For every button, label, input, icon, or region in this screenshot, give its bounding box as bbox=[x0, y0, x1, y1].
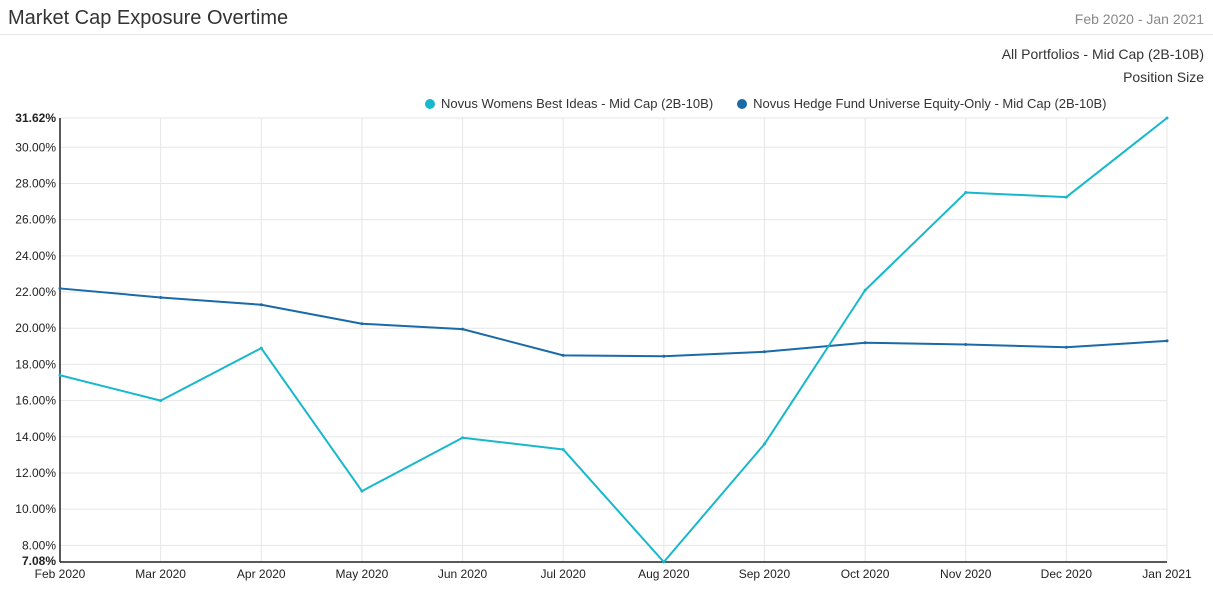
y-tick-label: 24.00% bbox=[15, 249, 56, 263]
data-point bbox=[58, 373, 62, 377]
x-tick-label: Sep 2020 bbox=[739, 567, 791, 581]
data-point bbox=[561, 353, 565, 357]
x-tick-label: Dec 2020 bbox=[1041, 567, 1093, 581]
x-tick-label: Apr 2020 bbox=[237, 567, 286, 581]
x-tick-label: Nov 2020 bbox=[940, 567, 992, 581]
y-tick-label: 20.00% bbox=[15, 321, 56, 335]
data-point bbox=[964, 191, 968, 195]
chart-title: Market Cap Exposure Overtime bbox=[8, 7, 289, 29]
data-point bbox=[259, 303, 263, 307]
x-tick-label: Jan 2021 bbox=[1142, 567, 1192, 581]
y-min-label: 7.08% bbox=[22, 554, 56, 568]
data-point bbox=[461, 436, 465, 440]
series-line-2 bbox=[59, 287, 1168, 358]
data-point bbox=[1165, 339, 1169, 343]
chart-header: Market Cap Exposure Overtime Feb 2020 - … bbox=[0, 0, 1213, 35]
y-tick-label: 16.00% bbox=[15, 394, 56, 408]
y-max-label: 31.62% bbox=[15, 111, 56, 125]
x-tick-label: Aug 2020 bbox=[638, 567, 690, 581]
y-tick-label: 8.00% bbox=[22, 538, 56, 552]
date-range[interactable]: Feb 2020 - Jan 2021 bbox=[1074, 11, 1204, 27]
metric-label: Position Size bbox=[1123, 69, 1204, 85]
data-point bbox=[561, 447, 565, 451]
data-point bbox=[662, 354, 666, 358]
data-point bbox=[360, 489, 364, 493]
data-point bbox=[964, 343, 968, 347]
data-point bbox=[159, 295, 163, 299]
data-point bbox=[662, 560, 666, 564]
y-tick-label: 12.00% bbox=[15, 466, 56, 480]
data-point bbox=[58, 286, 62, 290]
y-tick-label: 22.00% bbox=[15, 285, 56, 299]
data-point bbox=[863, 341, 867, 345]
data-point bbox=[360, 322, 364, 326]
y-tick-label: 18.00% bbox=[15, 357, 56, 371]
series-2 bbox=[58, 286, 1169, 358]
data-point bbox=[762, 442, 766, 446]
data-point bbox=[259, 346, 263, 350]
x-tick-label: May 2020 bbox=[336, 567, 389, 581]
data-point bbox=[1064, 345, 1068, 349]
data-point bbox=[159, 399, 163, 403]
y-tick-label: 26.00% bbox=[15, 213, 56, 227]
series-1 bbox=[58, 116, 1169, 564]
legend-item-series-1[interactable]: Novus Womens Best Ideas - Mid Cap (2B-10… bbox=[425, 96, 713, 111]
data-point bbox=[863, 288, 867, 292]
y-tick-label: 14.00% bbox=[15, 430, 56, 444]
legend-dot-series-1 bbox=[425, 98, 435, 109]
data-point bbox=[1064, 195, 1068, 199]
portfolio-subtitle: All Portfolios - Mid Cap (2B-10B) bbox=[1001, 46, 1204, 62]
data-point bbox=[1165, 116, 1169, 120]
data-point bbox=[461, 327, 465, 331]
legend-item-series-2[interactable]: Novus Hedge Fund Universe Equity-Only - … bbox=[737, 96, 1106, 111]
y-tick-label: 28.00% bbox=[15, 176, 56, 190]
x-tick-label: Feb 2020 bbox=[35, 567, 86, 581]
x-tick-label: Mar 2020 bbox=[135, 567, 186, 581]
y-tick-label: 10.00% bbox=[15, 502, 56, 516]
x-tick-label: Jun 2020 bbox=[438, 567, 488, 581]
y-tick-label: 30.00% bbox=[15, 140, 56, 154]
series-line-1 bbox=[59, 117, 1168, 563]
x-tick-label: Oct 2020 bbox=[841, 567, 890, 581]
legend-label-series-2: Novus Hedge Fund Universe Equity-Only - … bbox=[753, 96, 1107, 111]
legend-label-series-1: Novus Womens Best Ideas - Mid Cap (2B-10… bbox=[441, 96, 714, 111]
data-point bbox=[762, 350, 766, 354]
legend: Novus Womens Best Ideas - Mid Cap (2B-10… bbox=[425, 96, 1106, 111]
x-tick-label: Jul 2020 bbox=[540, 567, 586, 581]
legend-dot-series-2 bbox=[737, 98, 748, 109]
